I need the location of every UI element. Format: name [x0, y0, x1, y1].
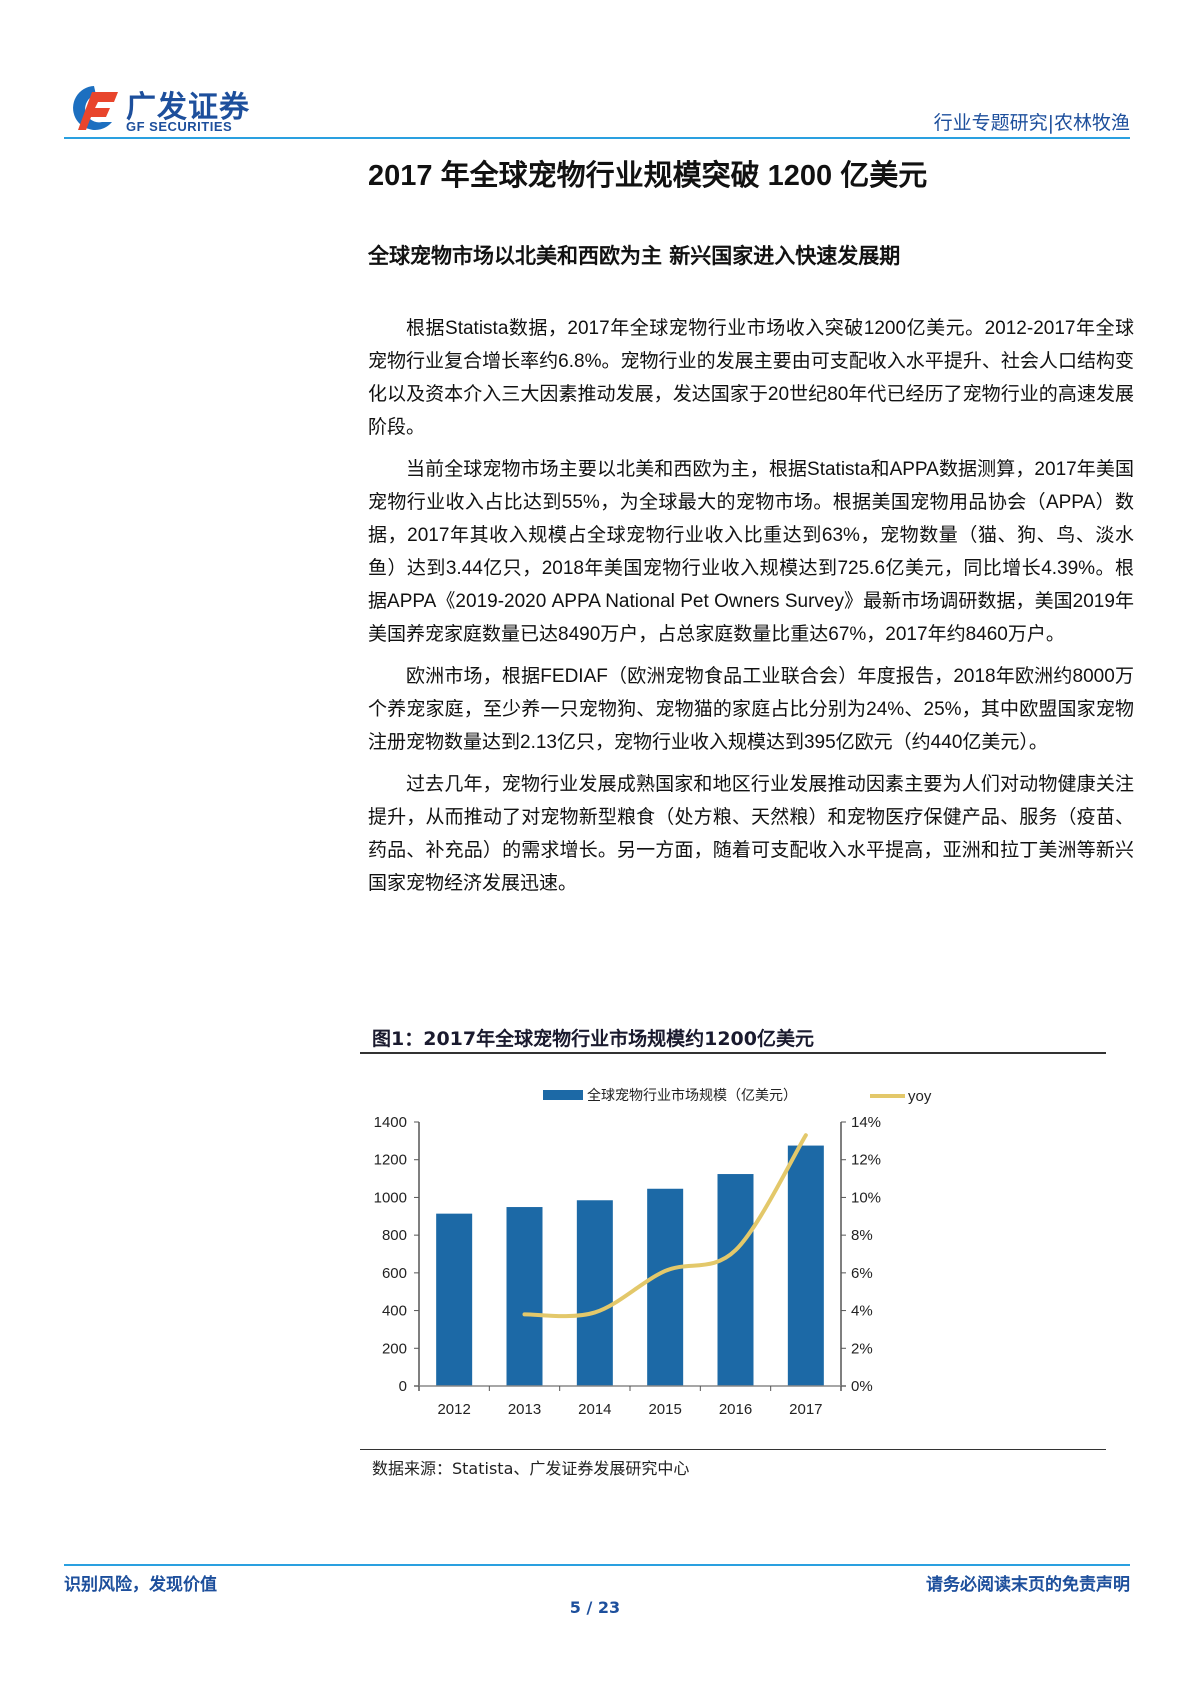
legend-bar-swatch — [543, 1090, 583, 1100]
x-tick-label: 2017 — [789, 1401, 822, 1418]
y2-tick-label: 0% — [851, 1378, 873, 1395]
figure-title: 图1：2017年全球宠物行业市场规模约1200亿美元 — [372, 1028, 814, 1050]
disclaimer-note: 请务必阅读末页的免责声明 — [926, 1575, 1130, 1595]
header-rule — [64, 137, 1130, 139]
figure-bottom-rule — [360, 1449, 1106, 1450]
y-tick-label: 600 — [382, 1265, 407, 1282]
y-tick-label: 1400 — [374, 1114, 407, 1131]
gf-securities-logo: 广发证券 GF SECURITIES — [66, 82, 266, 138]
section-heading: 全球宠物市场以北美和西欧为主 新兴国家进入快速发展期 — [368, 244, 901, 268]
y-tick-label: 800 — [382, 1227, 407, 1244]
legend-bar-label: 全球宠物行业市场规模（亿美元） — [587, 1087, 797, 1103]
x-tick-label: 2016 — [719, 1401, 752, 1418]
bar-2014 — [576, 1200, 613, 1386]
report-section: 行业专题研究|农林牧渔 — [933, 112, 1130, 134]
y-tick-label: 400 — [382, 1303, 407, 1320]
y2-tick-label: 12% — [851, 1152, 881, 1169]
y-tick-label: 200 — [382, 1340, 407, 1357]
page-title: 2017 年全球宠物行业规模突破 1200 亿美元 — [368, 160, 928, 192]
bar-2013 — [506, 1207, 543, 1386]
gf-logo-mark-icon — [73, 86, 118, 130]
figure-source: 数据来源：Statista、广发证券发展研究中心 — [372, 1459, 690, 1478]
page-number: 5 / 23 — [569, 1598, 621, 1617]
x-tick-label: 2014 — [578, 1401, 611, 1418]
y-tick-label: 0 — [399, 1378, 407, 1395]
bar-2015 — [647, 1188, 684, 1386]
body-text: 根据Statista数据，2017年全球宠物行业市场收入突破1200亿美元。20… — [368, 312, 1134, 909]
paragraph: 过去几年，宠物行业发展成熟国家和地区行业发展推动因素主要为人们对动物健康关注提升… — [368, 774, 1134, 894]
y2-tick-label: 10% — [851, 1189, 881, 1206]
legend-line-label: yoy — [908, 1088, 932, 1105]
bar-2016 — [717, 1174, 754, 1386]
bar-2012 — [436, 1213, 473, 1386]
x-tick-label: 2015 — [648, 1401, 681, 1418]
logo-chinese-name: 广发证券 — [126, 90, 250, 125]
chart-legend: 全球宠物行业市场规模（亿美元） yoy — [543, 1087, 932, 1105]
y2-tick-label: 6% — [851, 1265, 873, 1282]
y2-tick-label: 2% — [851, 1340, 873, 1357]
y2-tick-label: 4% — [851, 1303, 873, 1320]
x-tick-label: 2012 — [437, 1401, 470, 1418]
bar-2017 — [787, 1145, 824, 1386]
yoy-line — [522, 1133, 808, 1319]
y2-tick-label: 8% — [851, 1227, 873, 1244]
paragraph: 当前全球宠物市场主要以北美和西欧为主，根据Statista和APPA数据测算，2… — [368, 459, 1134, 645]
y-tick-label: 1000 — [374, 1189, 407, 1206]
y-tick-label: 1200 — [374, 1152, 407, 1169]
footer-rule — [64, 1564, 1130, 1566]
paragraph: 根据Statista数据，2017年全球宠物行业市场收入突破1200亿美元。20… — [368, 318, 1134, 438]
y2-tick-label: 14% — [851, 1114, 881, 1131]
paragraph: 欧洲市场，根据FEDIAF（欧洲宠物食品工业联合会）年度报告，2018年欧洲约8… — [368, 666, 1134, 753]
figure-top-rule — [360, 1052, 1106, 1054]
logo-english-name: GF SECURITIES — [126, 119, 233, 134]
x-tick-label: 2013 — [508, 1401, 541, 1418]
footer-slogan: 识别风险，发现价值 — [64, 1575, 217, 1595]
